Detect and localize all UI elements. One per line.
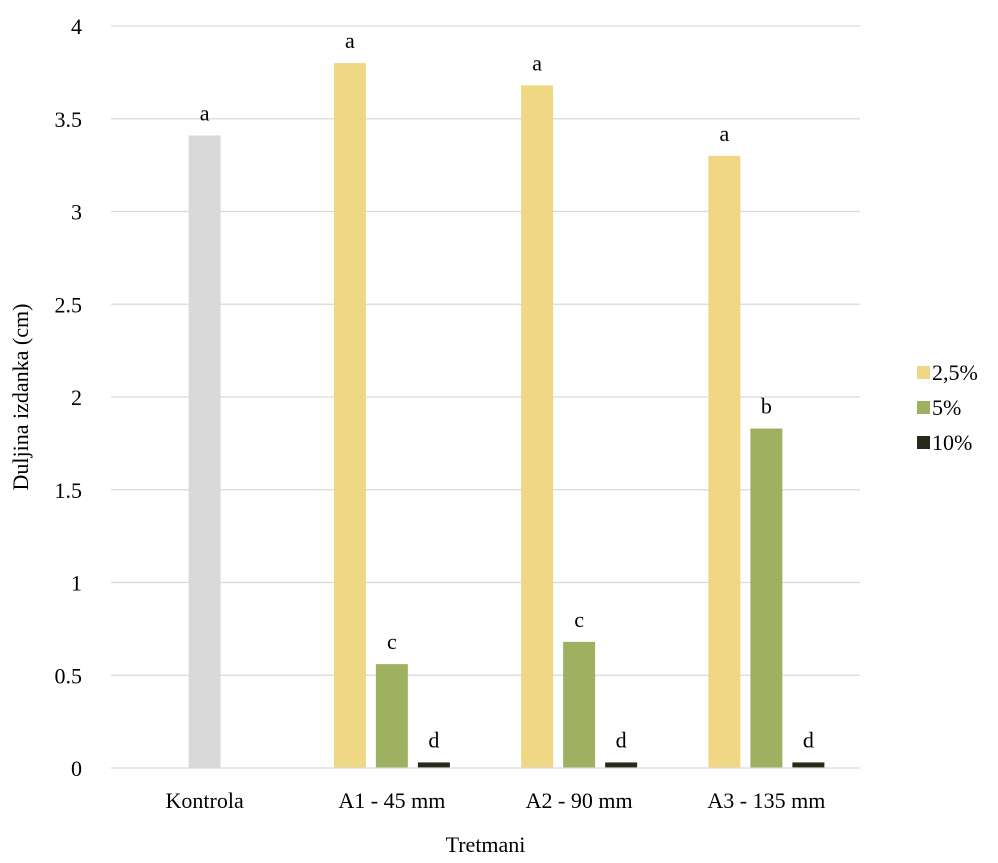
bars xyxy=(188,63,825,769)
y-tick-label: 0 xyxy=(71,756,82,781)
y-tick-label: 1 xyxy=(71,571,82,596)
x-axis-title: Tretmani xyxy=(446,832,526,857)
bar xyxy=(375,664,408,768)
y-tick-label: 2.5 xyxy=(55,292,83,317)
y-tick-label: 1.5 xyxy=(55,478,83,503)
data-label: c xyxy=(574,607,584,632)
bar xyxy=(708,155,741,769)
x-tick-label: A1 - 45 mm xyxy=(338,788,445,813)
data-label: d xyxy=(428,727,439,752)
data-label: a xyxy=(200,100,210,125)
x-axis-ticks: Kontrola A1 - 45 mm A2 - 90 mm A3 - 135 mm xyxy=(166,788,826,813)
data-label: a xyxy=(345,28,355,53)
x-tick-label: A3 - 135 mm xyxy=(707,788,825,813)
bar xyxy=(750,428,783,768)
legend-swatch xyxy=(917,401,930,414)
legend-label: 10% xyxy=(932,430,972,455)
y-tick-label: 4 xyxy=(71,14,82,39)
bar xyxy=(563,641,596,768)
bar xyxy=(521,85,554,769)
data-label: a xyxy=(719,121,729,146)
bar xyxy=(417,762,450,768)
data-label: b xyxy=(761,394,772,419)
bar xyxy=(333,63,366,769)
data-label: d xyxy=(803,727,814,752)
bar-kontrola xyxy=(188,135,221,768)
legend-swatch xyxy=(917,366,930,379)
y-tick-label: 3.5 xyxy=(55,107,83,132)
legend-label: 5% xyxy=(932,395,961,420)
data-label: a xyxy=(532,50,542,75)
y-tick-label: 0.5 xyxy=(55,663,83,688)
y-axis-title: Duljina izdanka (cm) xyxy=(8,304,33,491)
legend: 2,5% 5% 10% xyxy=(917,360,978,455)
x-tick-label: A2 - 90 mm xyxy=(526,788,633,813)
bar xyxy=(792,762,825,768)
data-labels: a a c d a c d a b d xyxy=(200,28,814,752)
legend-swatch xyxy=(917,436,930,449)
x-tick-label: Kontrola xyxy=(166,788,244,813)
y-tick-label: 2 xyxy=(71,385,82,410)
data-label: d xyxy=(616,727,627,752)
data-label: c xyxy=(387,629,397,654)
gridlines xyxy=(111,25,860,676)
bar xyxy=(605,762,638,768)
y-axis-ticks: 0 0.5 1 1.5 2 2.5 3 3.5 4 xyxy=(55,14,83,781)
y-tick-label: 3 xyxy=(71,200,82,225)
legend-label: 2,5% xyxy=(932,360,978,385)
